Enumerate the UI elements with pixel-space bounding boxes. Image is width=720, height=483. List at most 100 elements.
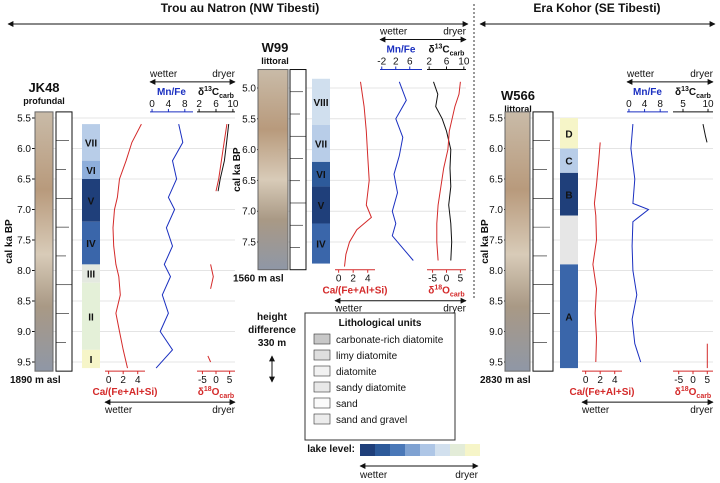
y-axis-title: cal ka BP (480, 219, 491, 264)
lithology-column (289, 69, 307, 271)
y-tick-label: 8.5 (17, 297, 31, 308)
x-tick-label: 5 (227, 375, 233, 386)
x-tick-label: 2 (120, 375, 126, 386)
axis-title: δ13Ccarb (675, 86, 711, 100)
axis-title: Ca/(Fe+Al+Si) (92, 387, 157, 398)
lake-level-swatch (450, 444, 465, 456)
core-photo (504, 111, 531, 372)
y-tick-label: 7.5 (489, 236, 503, 247)
dryer-label: dryer (455, 470, 478, 481)
axis-title: Ca/(Fe+Al+Si) (569, 387, 634, 398)
x-tick-label: 0 (336, 274, 342, 285)
x-tick-label: 10 (227, 99, 239, 110)
data-curve (630, 124, 650, 363)
y-tick-label: 6.0 (489, 144, 503, 155)
dryer-label: dryer (212, 69, 235, 80)
x-tick-label: -5 (198, 375, 207, 386)
axis-title: δ18Ocarb (428, 285, 464, 299)
legend-swatch (313, 381, 331, 393)
y-tick-label: 7.0 (242, 207, 256, 218)
lithology-column (532, 111, 554, 372)
axis-title-part: 18 (681, 386, 689, 393)
dryer-label: dryer (443, 304, 466, 315)
lake-level-swatch (390, 444, 405, 456)
height-note: 330 m (258, 338, 286, 349)
axis-title: Mn/Fe (387, 45, 416, 56)
x-tick-label: 0 (626, 99, 632, 110)
x-tick-label: 8 (182, 99, 188, 110)
axis-title-part: 13 (435, 44, 443, 51)
unit-label: A (565, 312, 572, 323)
unit-band (82, 264, 100, 283)
unit-band (312, 78, 330, 125)
unit-band (82, 282, 100, 350)
axis-title-part: Ca/(Fe+Al+Si) (92, 387, 157, 398)
core-name: W99 (262, 40, 289, 55)
wetter-label: wetter (379, 27, 408, 38)
unit-band (82, 221, 100, 265)
x-tick-label: 0 (583, 375, 589, 386)
y-tick-label: 6.0 (242, 145, 256, 156)
axis-title-part: δ (428, 286, 434, 297)
lithology-column (55, 111, 73, 372)
unit-label: C (565, 157, 572, 168)
y-tick-label: 7.0 (17, 205, 31, 216)
x-tick-label: 8 (657, 99, 663, 110)
y-tick-label: 9.5 (489, 358, 503, 369)
axis-title: δ13Ccarb (429, 44, 465, 58)
legend-label: sandy diatomite (336, 383, 406, 394)
core-elevation: 2830 m asl (480, 375, 531, 386)
unit-band (560, 172, 578, 216)
y-tick-label: 5.5 (17, 114, 31, 125)
x-tick-label: 2 (426, 57, 432, 68)
x-tick-label: 4 (135, 375, 141, 386)
unit-label: III (87, 270, 96, 281)
core-photo (34, 111, 54, 372)
lake-level-swatch (360, 444, 375, 456)
unit-label: VIII (313, 98, 328, 109)
unit-label: V (88, 196, 95, 207)
y-tick-label: 8.0 (489, 266, 503, 277)
data-curve (433, 81, 453, 261)
unit-label: I (90, 355, 93, 366)
unit-label: B (565, 190, 572, 201)
x-tick-label: 0 (149, 99, 155, 110)
lake-level-swatch (435, 444, 450, 456)
axis-title-part: Ca/(Fe+Al+Si) (569, 387, 634, 398)
dryer-label: dryer (690, 405, 713, 416)
axis-title-part: C (442, 45, 449, 56)
wetter-label: wetter (104, 405, 133, 416)
x-tick-label: -5 (674, 375, 683, 386)
x-tick-label: 6 (444, 57, 450, 68)
axis-title: Ca/(Fe+Al+Si) (322, 286, 387, 297)
axis-title-part: 13 (204, 86, 212, 93)
x-tick-label: 2 (597, 375, 603, 386)
height-note: difference (248, 325, 296, 336)
x-tick-label: 4 (166, 99, 172, 110)
y-tick-label: 9.0 (17, 327, 31, 338)
y-tick-label: 6.0 (17, 144, 31, 155)
dryer-label: dryer (690, 69, 713, 80)
lake-level-swatch (375, 444, 390, 456)
axis-title-part: Mn/Fe (387, 45, 416, 56)
legend-label: sand and gravel (336, 415, 407, 426)
axis-title: δ13Ccarb (198, 86, 234, 100)
axis-title-part: O (212, 387, 220, 398)
axis-title-part: carb (219, 393, 234, 400)
x-tick-label: -2 (377, 57, 386, 68)
y-tick-label: 8.0 (17, 266, 31, 277)
data-curve (344, 81, 373, 267)
axis-title-part: 18 (204, 386, 212, 393)
y-tick-label: 9.5 (17, 358, 31, 369)
y-tick-label: 5.0 (242, 84, 256, 95)
axis-title-part: C (212, 87, 219, 98)
data-curve (207, 124, 228, 363)
axis-title-part: carb (696, 93, 711, 100)
core-setting: littoral (504, 104, 532, 114)
dryer-label: dryer (212, 405, 235, 416)
legend-swatch (313, 365, 331, 377)
x-tick-label: 4 (642, 99, 648, 110)
unit-band (560, 148, 578, 173)
axis-title-part: Mn/Fe (633, 87, 662, 98)
y-tick-label: 7.0 (489, 205, 503, 216)
